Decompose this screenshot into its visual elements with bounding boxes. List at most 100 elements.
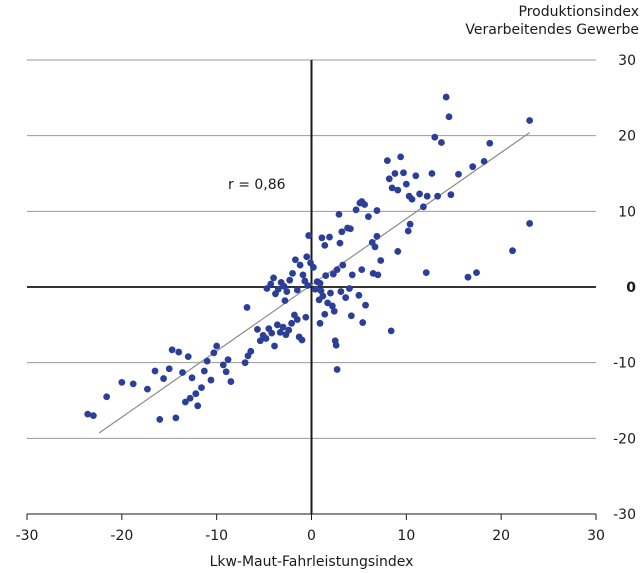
data-point xyxy=(263,285,271,292)
data-point xyxy=(296,261,304,269)
data-point xyxy=(509,247,516,255)
data-point xyxy=(385,175,393,183)
data-point xyxy=(299,271,307,279)
data-point xyxy=(321,241,329,249)
y-axis-title: Produktionsindex Verarbeitendes Gewerbe xyxy=(465,3,639,39)
x-tick-label: -30 xyxy=(16,528,39,544)
x-tick-label: -20 xyxy=(110,528,133,544)
data-point xyxy=(342,294,350,301)
data-point xyxy=(464,273,472,281)
data-point xyxy=(289,269,296,277)
data-point xyxy=(179,369,186,376)
data-point xyxy=(400,169,407,177)
data-point xyxy=(274,285,282,293)
x-tick-label: 10 xyxy=(397,528,415,544)
data-point xyxy=(151,367,159,375)
data-point xyxy=(256,337,264,345)
data-point xyxy=(359,319,367,326)
y-tick-label: 30 xyxy=(618,53,636,69)
data-point xyxy=(383,157,391,165)
data-point xyxy=(333,266,341,273)
data-point xyxy=(207,376,215,384)
data-point xyxy=(387,327,395,335)
data-point xyxy=(254,325,261,333)
data-point xyxy=(305,232,313,239)
data-point xyxy=(391,170,399,177)
data-point xyxy=(322,272,330,280)
data-point xyxy=(156,416,164,423)
data-point xyxy=(428,170,436,177)
data-point xyxy=(337,288,345,295)
data-point xyxy=(394,186,402,194)
data-point xyxy=(362,301,369,309)
x-tick-label: 0 xyxy=(307,528,316,544)
data-point xyxy=(219,361,227,369)
data-point xyxy=(422,269,430,277)
data-point xyxy=(276,329,284,336)
data-point xyxy=(273,321,281,329)
data-point xyxy=(348,271,356,279)
data-point xyxy=(394,248,402,255)
data-point xyxy=(442,93,450,101)
data-point xyxy=(416,190,424,198)
data-point xyxy=(402,180,410,188)
data-point xyxy=(388,184,396,192)
y-tick-label: 10 xyxy=(618,204,636,220)
data-point xyxy=(283,288,291,295)
data-points xyxy=(84,93,534,423)
data-point xyxy=(304,282,312,289)
data-point xyxy=(321,310,329,318)
axes xyxy=(26,60,597,520)
x-axis-label: Lkw-Maut-Fahrleistungsindex xyxy=(210,554,414,570)
data-point xyxy=(227,378,235,385)
data-point xyxy=(423,192,431,200)
data-point xyxy=(352,206,360,214)
data-point xyxy=(279,323,287,331)
data-point xyxy=(526,220,534,227)
data-point xyxy=(329,270,337,278)
data-point xyxy=(332,341,340,349)
data-point xyxy=(333,366,341,373)
data-point xyxy=(118,378,126,386)
data-point xyxy=(486,139,494,147)
data-point xyxy=(262,335,270,342)
data-point xyxy=(288,319,295,327)
data-point xyxy=(319,292,327,300)
data-point xyxy=(198,384,205,392)
x-tick-label: -10 xyxy=(205,528,228,544)
data-point xyxy=(188,374,196,382)
data-point xyxy=(129,380,137,388)
data-point xyxy=(271,342,278,350)
data-point xyxy=(326,233,333,241)
data-point xyxy=(338,228,346,236)
x-tick-label: 30 xyxy=(587,528,605,544)
data-point xyxy=(203,357,211,365)
data-point xyxy=(224,356,232,364)
data-point xyxy=(270,274,277,282)
data-point xyxy=(455,170,462,178)
data-point xyxy=(291,256,299,264)
data-point xyxy=(184,353,192,361)
data-point xyxy=(84,410,92,418)
data-point xyxy=(241,359,249,367)
y-tick-label: 20 xyxy=(618,129,636,145)
y-tick-label: -10 xyxy=(613,356,636,372)
data-point xyxy=(89,412,97,420)
data-point xyxy=(144,385,151,393)
data-point xyxy=(165,365,173,373)
y-tick-label: -30 xyxy=(613,507,636,523)
data-point xyxy=(328,302,336,310)
data-point xyxy=(327,289,334,297)
data-point xyxy=(438,139,445,146)
data-point xyxy=(408,195,416,203)
data-point xyxy=(175,348,183,356)
data-point xyxy=(222,368,230,376)
data-point xyxy=(480,157,488,165)
data-point xyxy=(172,414,180,422)
data-point xyxy=(103,393,111,401)
data-point xyxy=(346,285,353,292)
data-point xyxy=(445,113,453,121)
data-point xyxy=(293,286,301,294)
data-point xyxy=(317,287,325,295)
data-point xyxy=(200,367,208,375)
